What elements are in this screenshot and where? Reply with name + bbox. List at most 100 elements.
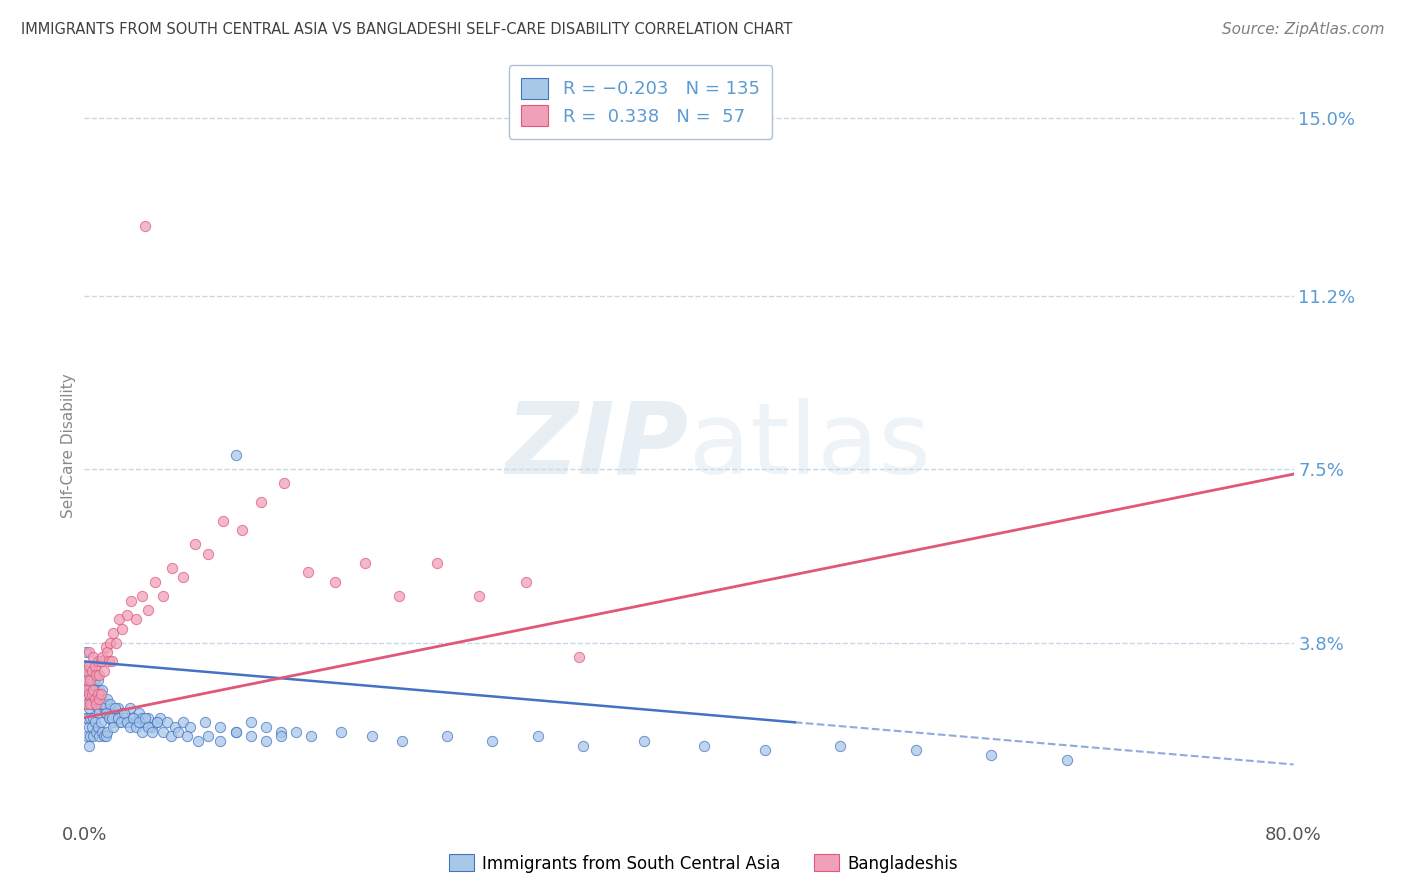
Point (91, 724, 114, 739)
Point (76, 673, 98, 688)
Point (225, 724, 247, 739)
Point (98, 710, 121, 724)
Point (75, 645, 97, 659)
Point (104, 701, 127, 715)
Point (93, 697, 115, 711)
Point (141, 724, 163, 739)
Point (104, 706, 127, 720)
Point (980, 747, 1002, 762)
Point (239, 730, 262, 744)
Point (77, 645, 100, 659)
Point (110, 715, 132, 730)
Point (82, 682, 104, 697)
Point (87, 673, 110, 688)
Point (131, 710, 153, 724)
Point (84, 692, 107, 706)
Point (76, 692, 98, 706)
Point (90, 715, 112, 730)
Point (693, 739, 716, 753)
Point (77, 659, 100, 673)
Point (115, 715, 138, 730)
Point (100, 701, 122, 715)
Point (86, 724, 108, 739)
Point (141, 720, 163, 734)
Point (77, 739, 100, 753)
Point (250, 495, 273, 509)
Point (76, 730, 98, 744)
Point (90, 687, 112, 701)
Point (197, 730, 219, 744)
Point (79, 730, 101, 744)
Point (76, 664, 98, 678)
Point (231, 523, 253, 537)
Point (101, 626, 124, 640)
Point (515, 574, 537, 589)
Point (91, 649, 114, 664)
Point (121, 710, 143, 724)
Point (75, 664, 97, 678)
Point (1056, 753, 1078, 767)
Point (98, 635, 121, 649)
Point (90, 692, 112, 706)
Point (89, 682, 111, 697)
Y-axis label: Self-Care Disability: Self-Care Disability (60, 374, 76, 518)
Point (86, 692, 108, 706)
Point (84, 692, 107, 706)
Point (105, 635, 128, 649)
Point (209, 734, 232, 748)
Point (273, 476, 295, 491)
Point (100, 710, 122, 724)
Point (105, 710, 128, 724)
Point (90, 697, 112, 711)
Point (76, 710, 98, 724)
Point (754, 743, 776, 757)
Text: Source: ZipAtlas.com: Source: ZipAtlas.com (1222, 22, 1385, 37)
Point (93, 730, 115, 744)
Point (146, 715, 169, 730)
Point (179, 720, 201, 734)
Point (125, 612, 148, 626)
Point (76, 659, 98, 673)
Point (111, 706, 134, 720)
Point (360, 730, 382, 744)
Point (323, 574, 346, 589)
Point (96, 692, 118, 706)
Point (79, 678, 101, 692)
Point (91, 697, 114, 711)
Point (77, 682, 100, 697)
Point (80, 687, 103, 701)
Point (425, 556, 447, 570)
Point (527, 730, 550, 744)
Point (209, 720, 232, 734)
Point (436, 730, 458, 744)
Point (76, 697, 98, 711)
Point (75, 697, 97, 711)
Point (254, 720, 277, 734)
Point (160, 561, 183, 575)
Point (167, 724, 190, 739)
Point (84, 715, 107, 730)
Point (86, 697, 108, 711)
Point (79, 692, 101, 706)
Point (75, 682, 97, 697)
Point (94, 730, 117, 744)
Point (82, 710, 104, 724)
Point (156, 715, 179, 730)
Point (136, 710, 159, 724)
Point (134, 710, 156, 724)
Point (87, 701, 110, 715)
Point (86, 668, 108, 682)
Point (172, 570, 194, 584)
Point (568, 649, 591, 664)
Point (572, 739, 595, 753)
Point (84, 659, 107, 673)
Point (94, 706, 117, 720)
Point (225, 449, 247, 463)
Point (80, 659, 103, 673)
Point (125, 720, 148, 734)
Point (388, 589, 411, 603)
Point (82, 673, 104, 688)
Point (146, 715, 169, 730)
Point (115, 607, 138, 622)
Point (101, 715, 124, 730)
